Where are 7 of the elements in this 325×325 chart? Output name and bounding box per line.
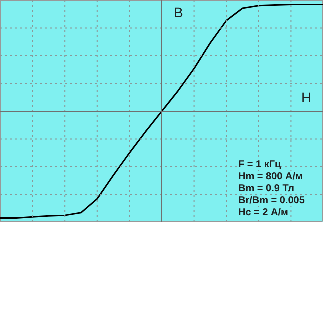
annotation: F = 1 кГц <box>238 160 282 170</box>
annotation: Br/Bm = 0.005 <box>238 196 306 206</box>
x-axis-title: H <box>302 90 312 106</box>
annotation: Hm = 800 А/м <box>238 172 303 182</box>
annotation: Bm = 0.9 Тл <box>238 184 295 194</box>
annotation: Hc = 2 А/м <box>238 208 288 218</box>
y-axis-title: B <box>174 4 184 20</box>
